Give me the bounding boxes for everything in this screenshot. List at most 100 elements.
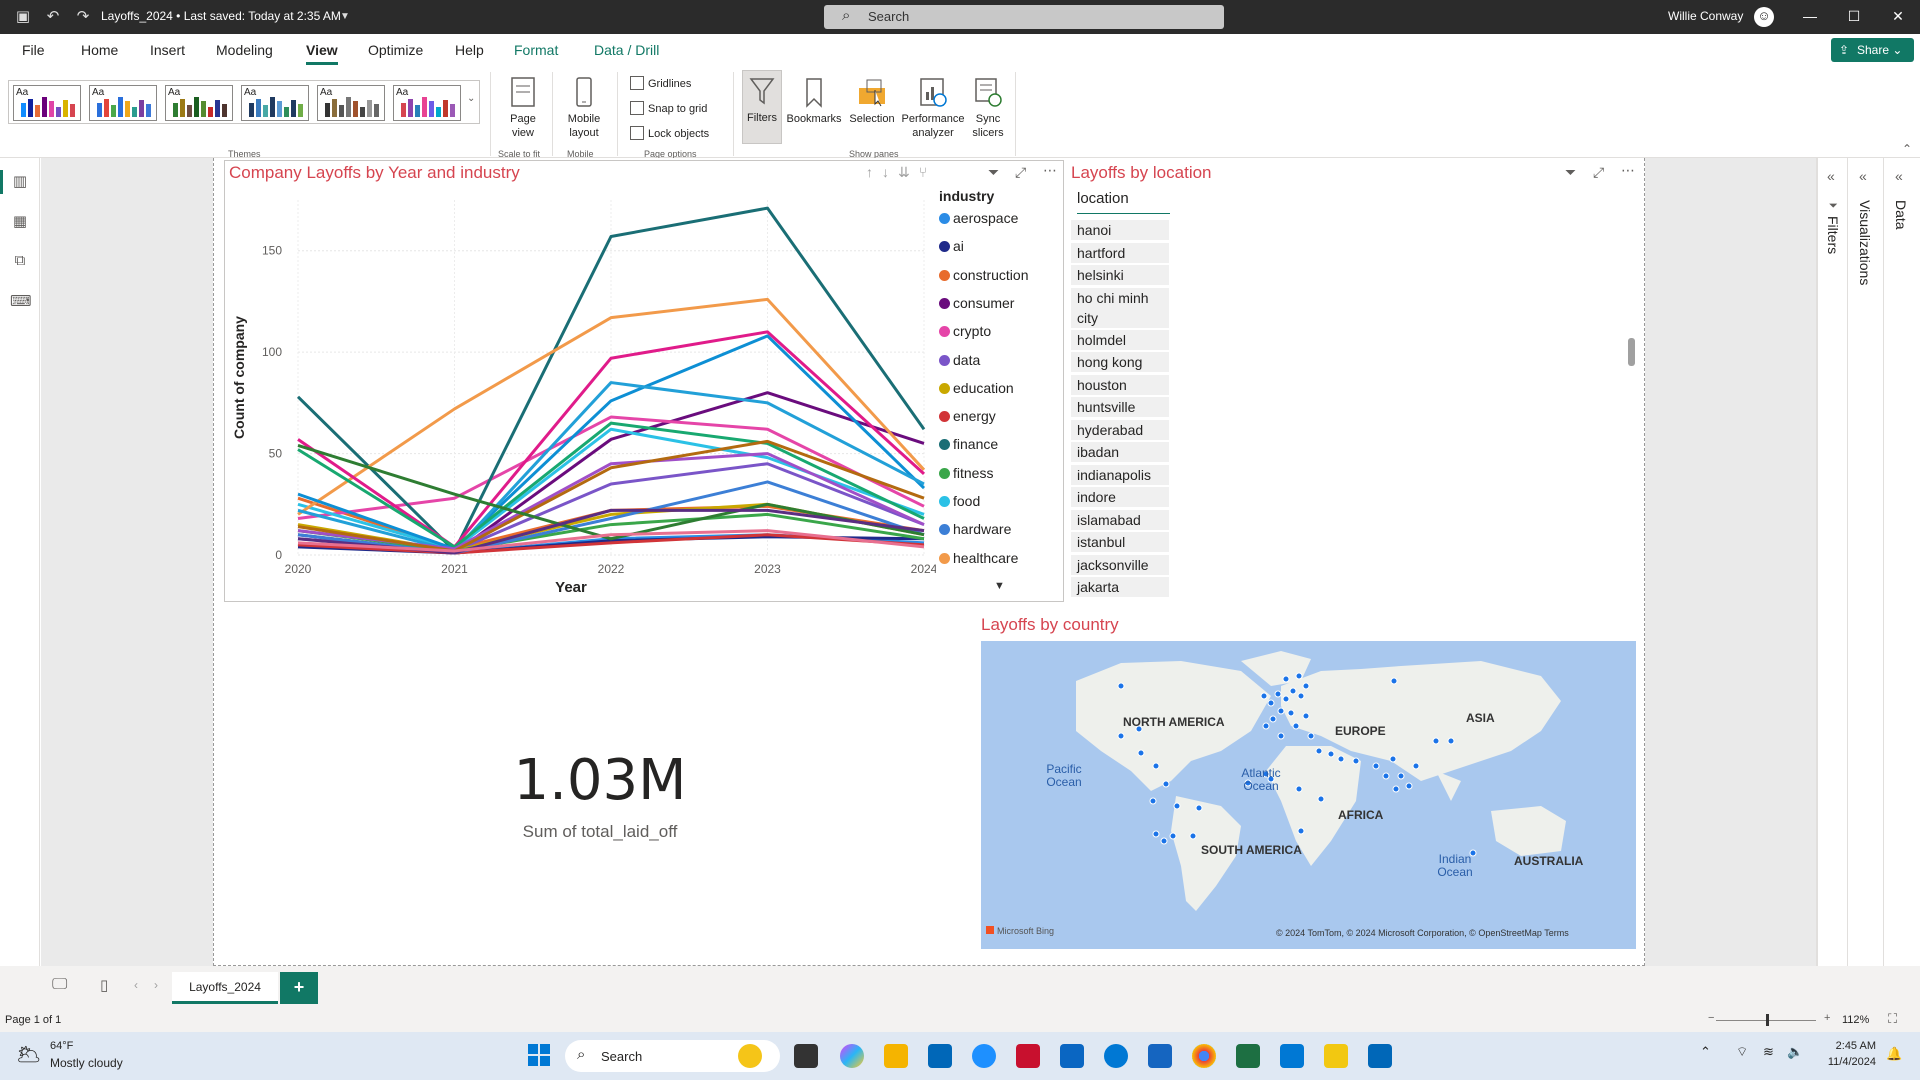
- selection-pane-button[interactable]: Selection: [846, 76, 898, 126]
- page-tab-layoffs[interactable]: Layoffs_2024: [172, 972, 278, 1004]
- avatar[interactable]: ☺: [1754, 7, 1774, 27]
- notepad-icon[interactable]: [1368, 1044, 1392, 1068]
- legend-item[interactable]: hardware: [939, 521, 1011, 537]
- expand-visualizations-icon[interactable]: «: [1859, 168, 1867, 184]
- page-view-button[interactable]: Page view: [502, 76, 544, 140]
- filter-icon[interactable]: ⏷: [988, 164, 1000, 180]
- close-button[interactable]: ✕: [1892, 8, 1904, 24]
- tab-insert[interactable]: Insert: [150, 42, 186, 58]
- next-page-icon[interactable]: ›: [154, 978, 158, 992]
- legend-item[interactable]: healthcare: [939, 550, 1018, 566]
- legend-item[interactable]: data: [939, 352, 980, 368]
- legend-item[interactable]: fitness: [939, 465, 993, 481]
- slicer-more-icon[interactable]: ⋯: [1621, 162, 1635, 178]
- map-visual[interactable]: [981, 641, 1636, 949]
- chevron-down-icon[interactable]: ▼: [340, 11, 350, 22]
- table-view-icon[interactable]: ▦: [12, 213, 28, 230]
- legend-item[interactable]: construction: [939, 267, 1028, 283]
- visualizations-pane-label[interactable]: Visualizations: [1857, 200, 1873, 286]
- theme-swatch[interactable]: Aa: [317, 85, 385, 121]
- slicer-item[interactable]: jacksonville: [1071, 554, 1169, 575]
- slicer-item[interactable]: huntsville: [1071, 397, 1169, 417]
- linkedin-icon[interactable]: [1060, 1044, 1084, 1068]
- mcafee-icon[interactable]: [1016, 1044, 1040, 1068]
- dax-query-icon[interactable]: ⌨: [10, 293, 32, 310]
- slicer-filter-icon[interactable]: ⏷: [1565, 164, 1577, 180]
- tab-data-drill[interactable]: Data / Drill: [594, 42, 660, 58]
- power-bi-icon[interactable]: [1324, 1044, 1348, 1068]
- network-icon[interactable]: ⌔: [1736, 1044, 1749, 1059]
- zoom-app-icon[interactable]: [1104, 1044, 1128, 1068]
- drill-icons[interactable]: ↑↓⇊⑂: [866, 164, 937, 180]
- windows-start-icon[interactable]: [528, 1044, 550, 1066]
- mobile-layout-icon[interactable]: ▯: [100, 977, 109, 994]
- slicer-item[interactable]: islamabad: [1071, 509, 1169, 530]
- legend-item[interactable]: consumer: [939, 295, 1014, 311]
- legend-item[interactable]: crypto: [939, 323, 991, 339]
- vscode-icon[interactable]: [1280, 1044, 1304, 1068]
- slicer-item[interactable]: ho chi minh city: [1071, 287, 1169, 328]
- slicer-item[interactable]: indianapolis: [1071, 464, 1169, 485]
- slicer-item[interactable]: indore: [1071, 487, 1169, 507]
- themes-more-icon[interactable]: ⌄: [467, 93, 476, 104]
- slicer-item[interactable]: houston: [1071, 374, 1169, 395]
- clock-date[interactable]: 11/4/2024: [1827, 1056, 1876, 1068]
- search-input[interactable]: ⌕ Search: [824, 5, 1224, 29]
- tab-view[interactable]: View: [306, 42, 338, 65]
- theme-swatch[interactable]: Aa: [165, 85, 233, 121]
- report-view-icon[interactable]: ▥: [12, 173, 28, 190]
- bookmarks-pane-button[interactable]: Bookmarks: [784, 76, 844, 126]
- tab-format[interactable]: Format: [514, 42, 559, 58]
- expand-filters-icon[interactable]: «: [1827, 168, 1835, 184]
- prev-page-icon[interactable]: ‹: [134, 978, 138, 992]
- task-view-icon[interactable]: [794, 1044, 818, 1068]
- slicer-focus-icon[interactable]: ⤢: [1593, 164, 1605, 180]
- file-title[interactable]: Layoffs_2024 • Last saved: Today at 2:35…: [101, 9, 341, 23]
- slicer-item[interactable]: jakarta: [1071, 577, 1169, 597]
- mobile-layout-button[interactable]: Mobile layout: [560, 76, 608, 140]
- excel-icon[interactable]: [1236, 1044, 1260, 1068]
- slicer-scrollbar[interactable]: [1628, 338, 1635, 366]
- weather-icon[interactable]: 🌥: [16, 1044, 42, 1066]
- maximize-button[interactable]: ☐: [1847, 8, 1861, 24]
- file-explorer-icon[interactable]: [884, 1044, 908, 1068]
- tab-modeling[interactable]: Modeling: [216, 42, 273, 58]
- focus-mode-icon[interactable]: ⤢: [1015, 164, 1027, 180]
- zoom-in-icon[interactable]: +: [1824, 1012, 1831, 1024]
- theme-swatch[interactable]: Aa: [393, 85, 461, 121]
- notification-icon[interactable]: 🔔: [1886, 1046, 1903, 1061]
- desktop-layout-icon[interactable]: 🖵: [52, 976, 68, 993]
- slicer-item[interactable]: hanoi: [1071, 220, 1169, 240]
- performance-analyzer-button[interactable]: Performance analyzer: [898, 76, 968, 140]
- legend-item[interactable]: food: [939, 493, 980, 509]
- filters-pane-label[interactable]: Filters: [1825, 216, 1841, 255]
- snap-to-grid-checkbox[interactable]: Snap to grid: [630, 101, 707, 115]
- copilot-icon[interactable]: [840, 1044, 864, 1068]
- redo-icon[interactable]: ↷: [76, 8, 90, 25]
- gridlines-checkbox[interactable]: Gridlines: [630, 76, 691, 90]
- save-icon[interactable]: ▣: [15, 8, 31, 25]
- wifi-icon[interactable]: ≋: [1763, 1044, 1774, 1059]
- zoom-thumb[interactable]: [1766, 1014, 1769, 1026]
- slicer-item[interactable]: hartford: [1071, 242, 1169, 263]
- legend-item[interactable]: education: [939, 380, 1014, 396]
- sync-slicers-button[interactable]: Sync slicers: [968, 76, 1008, 140]
- slicer-item[interactable]: istanbul: [1071, 532, 1169, 552]
- theme-swatch[interactable]: Aa: [89, 85, 157, 121]
- fit-to-page-icon[interactable]: ⛶: [1888, 1011, 1898, 1026]
- legend-item[interactable]: aerospace: [939, 210, 1018, 226]
- chrome-icon[interactable]: [1192, 1044, 1216, 1068]
- zoom-out-icon[interactable]: −: [1708, 1012, 1715, 1024]
- tab-optimize[interactable]: Optimize: [368, 42, 424, 58]
- theme-swatch[interactable]: Aa: [13, 85, 81, 121]
- tab-help[interactable]: Help: [455, 42, 484, 58]
- help-app-icon[interactable]: [972, 1044, 996, 1068]
- lock-objects-checkbox[interactable]: Lock objects: [630, 126, 709, 140]
- volume-icon[interactable]: 🔈: [1787, 1044, 1804, 1059]
- slicer-item[interactable]: holmdel: [1071, 329, 1169, 350]
- legend-scroll-down-icon[interactable]: ▼: [994, 580, 1005, 592]
- user-name[interactable]: Willie Conway: [1668, 9, 1744, 23]
- remote-app-icon[interactable]: [1148, 1044, 1172, 1068]
- tray-chevron-icon[interactable]: ⌃: [1700, 1044, 1711, 1059]
- tab-file[interactable]: File: [22, 42, 45, 58]
